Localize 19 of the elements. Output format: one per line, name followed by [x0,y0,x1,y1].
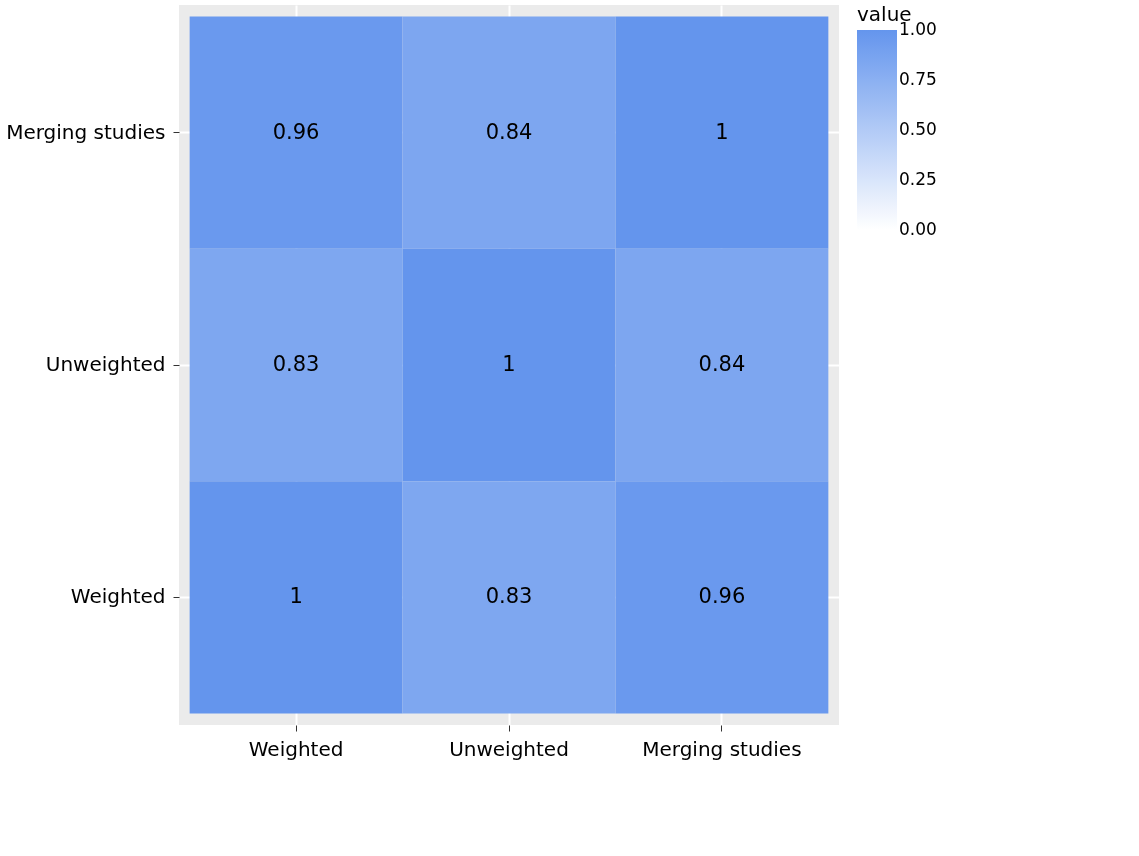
x-tick-label: Merging studies [642,736,802,761]
data-label: 0.96 [698,584,746,609]
data-label: 0.84 [485,119,533,144]
data-label: 1 [502,352,516,376]
y-tick-label: Weighted [70,584,166,609]
data-label: 1 [289,584,303,609]
data-label: 0.96 [272,119,320,144]
y-tick-label: Merging studies [6,119,166,144]
x-tick-label: Weighted [248,736,344,761]
data-label: 0.83 [272,352,320,376]
y-tick-label: Unweighted [45,352,166,376]
data-label: 0.84 [698,352,746,376]
x-tick-label: Unweighted [449,736,569,761]
color-bar-label: 0.25 [899,169,937,189]
color-bar-label: 0.75 [899,69,937,89]
color-bar-label: 0.00 [899,219,937,239]
data-label: 1 [715,119,729,144]
color-bar-label: 0.50 [899,119,937,139]
data-label: 0.83 [485,584,533,609]
